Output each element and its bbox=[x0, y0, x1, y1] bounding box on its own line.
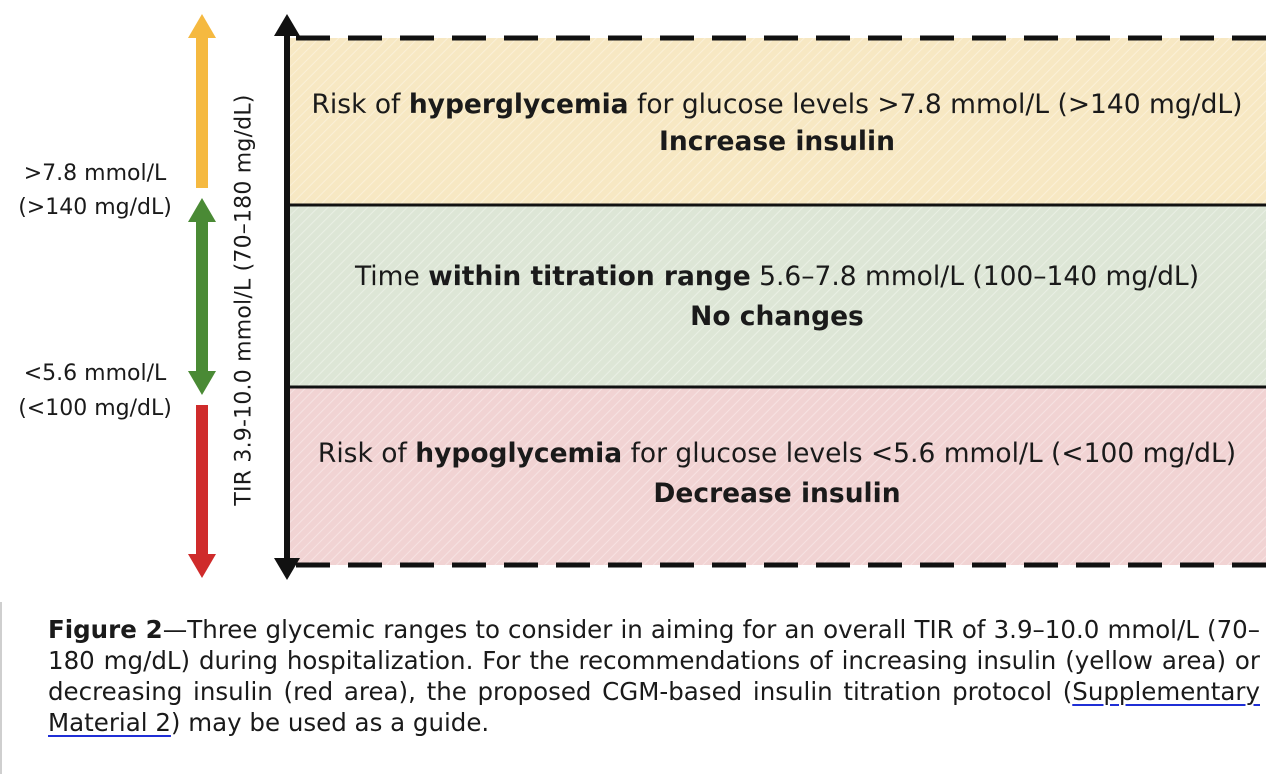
upper-threshold-mgdl: (>140 mg/dL) bbox=[18, 195, 172, 220]
increase-insulin-label: Increase insulin bbox=[659, 126, 895, 157]
figure-caption: Figure 2—Three glycemic ranges to consid… bbox=[48, 614, 1260, 738]
caption-text-part-2: ) may be used as a guide. bbox=[170, 708, 490, 737]
titration-zone-text: Time within titration range 5.6–7.8 mmol… bbox=[288, 205, 1266, 387]
tir-double-arrow bbox=[274, 14, 300, 580]
hypoglycemia-description: Risk of hypoglycemia for glucose levels … bbox=[317, 438, 1237, 469]
supplementary-material-link[interactable]: Supplementary Material 2 bbox=[48, 677, 1260, 737]
red-down-arrow bbox=[188, 405, 216, 578]
green-double-arrow bbox=[188, 198, 216, 395]
lower-threshold-mgdl: (<100 mg/dL) bbox=[18, 396, 172, 421]
figure-number: Figure 2 bbox=[48, 615, 163, 644]
glycemic-ranges-diagram: Risk of hyperglycemia for glucose levels… bbox=[18, 14, 1266, 580]
no-changes-label: No changes bbox=[690, 301, 864, 332]
hyperglycemia-description: Risk of hyperglycemia for glucose levels… bbox=[311, 89, 1243, 120]
upper-threshold-mmol: >7.8 mmol/L bbox=[23, 161, 167, 186]
tir-range-label: TIR 3.9-10.0 mmol/L (70–180 mg/dL) bbox=[231, 94, 257, 506]
lower-threshold-mmol: <5.6 mmol/L bbox=[23, 361, 167, 386]
hatch-overlay bbox=[288, 38, 1266, 565]
decrease-insulin-label: Decrease insulin bbox=[653, 478, 901, 509]
hypoglycemia-zone-text: Risk of hypoglycemia for glucose levels … bbox=[288, 387, 1266, 565]
diagram-graphics bbox=[188, 14, 1266, 580]
hyperglycemia-zone-text: Risk of hyperglycemia for glucose levels… bbox=[288, 38, 1266, 205]
titration-range-description: Time within titration range 5.6–7.8 mmol… bbox=[354, 261, 1200, 292]
caption-side-rule bbox=[0, 602, 2, 774]
yellow-up-arrow bbox=[188, 14, 216, 188]
caption-text-part-1: —Three glycemic ranges to consider in ai… bbox=[48, 615, 1260, 706]
